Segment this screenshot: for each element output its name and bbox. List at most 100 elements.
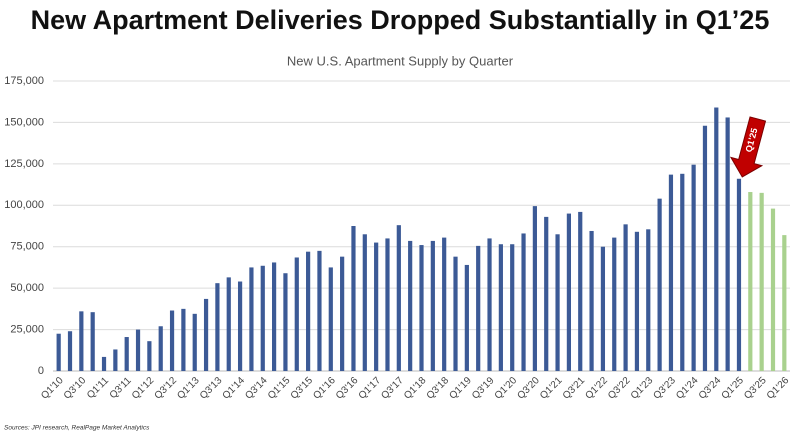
bar [249,267,254,371]
x-tick-label: Q1'21 [538,375,565,402]
bar [237,281,243,371]
bar [408,240,413,371]
bar [272,262,277,371]
bar [725,117,730,371]
bar [589,230,594,371]
x-tick-label: Q3'12 [153,375,180,402]
bar [385,238,390,371]
x-tick-label: Q1'16 [311,375,338,402]
x-tick-label: Q3'19 [470,375,497,402]
x-tick-label: Q3'20 [515,375,542,402]
bar [79,311,84,371]
x-tick-label: Q1'11 [85,375,111,401]
bar [158,326,163,371]
bar [226,277,231,371]
x-tick-label: Q3'13 [198,375,225,402]
bar [566,213,571,371]
x-tick-label: Q3'21 [561,375,588,402]
bar [294,257,299,371]
x-tick-label: Q3'14 [243,375,270,402]
bar [476,245,481,371]
x-tick-label: Q1'17 [357,375,384,402]
y-tick-label: 125,000 [4,158,44,170]
x-tick-label: Q1'25 [720,375,747,402]
x-tick-label: Q1'12 [130,375,157,402]
bar [487,238,492,371]
y-tick-label: 0 [38,365,44,377]
y-tick-label: 175,000 [4,75,44,87]
bar [340,256,345,371]
x-tick-label: Q1'22 [583,375,610,402]
bar [634,231,640,371]
y-tick-label: 50,000 [10,282,44,294]
x-tick-label: Q3'25 [742,375,769,402]
bar [657,198,662,371]
bar [203,298,209,371]
bar [714,107,719,371]
x-tick-label: Q1'13 [175,375,202,402]
bar [328,267,333,371]
bar [283,273,288,371]
x-tick-label: Q1'23 [629,375,656,402]
x-tick-label: Q1'18 [402,375,429,402]
bar [396,225,401,371]
bar [260,265,265,371]
bar [113,349,118,371]
bar [56,333,61,371]
bar [498,244,503,371]
bar [192,313,197,371]
arrow-shape [729,116,767,178]
x-tick-label: Q1'14 [221,375,248,402]
bar [362,234,367,371]
bar [442,237,447,371]
bar [306,251,311,371]
bar [782,235,787,371]
y-tick-label: 25,000 [10,323,44,335]
bar [544,216,549,371]
bar [668,174,674,371]
bar [101,356,107,371]
bar [181,308,186,371]
bar [578,211,583,371]
x-tick-label: Q1'19 [447,375,474,402]
bar [691,164,696,371]
bar [147,341,152,371]
bar [736,178,742,371]
bar [124,337,129,371]
bar [748,192,753,371]
x-tick-label: Q1'26 [765,375,792,402]
plot-area: 0 25,000 50,000 75,000 100,000 125,000 150,000… [4,75,791,402]
bar [623,224,628,371]
chart-title: New Apartment Deliveries Dropped Substan… [31,5,770,35]
bar [759,192,764,371]
chart-subtitle: New U.S. Apartment Supply by Quarter [287,53,514,68]
x-tick-label: Q1'20 [493,375,520,402]
x-tick-label: Q1'24 [674,375,701,402]
x-tick-label: Q3'10 [62,375,89,402]
x-tick-label: Q3'18 [425,375,452,402]
y-tick-label: 75,000 [10,241,44,253]
bar [374,242,379,371]
bar [464,264,469,371]
bar [521,233,526,371]
bar [351,226,356,371]
bar [646,229,651,371]
x-tick-label: Q3'17 [379,375,406,402]
bar [532,206,537,371]
bar [430,240,435,371]
bar [510,244,515,371]
source-note: Sources: JPI research, RealPage Market A… [4,425,150,432]
bar [555,234,560,371]
annotation-arrow: Q1’25 [729,116,767,178]
bar [453,256,458,371]
bar [317,250,322,371]
x-tick-label: Q3'23 [652,375,679,402]
x-tick-label: Q3'15 [289,375,316,402]
x-tick-label: Q1'10 [39,375,66,402]
bar [600,246,606,371]
bar [680,173,685,371]
bar [702,125,708,371]
bar [419,245,424,371]
y-tick-label: 100,000 [4,199,44,211]
